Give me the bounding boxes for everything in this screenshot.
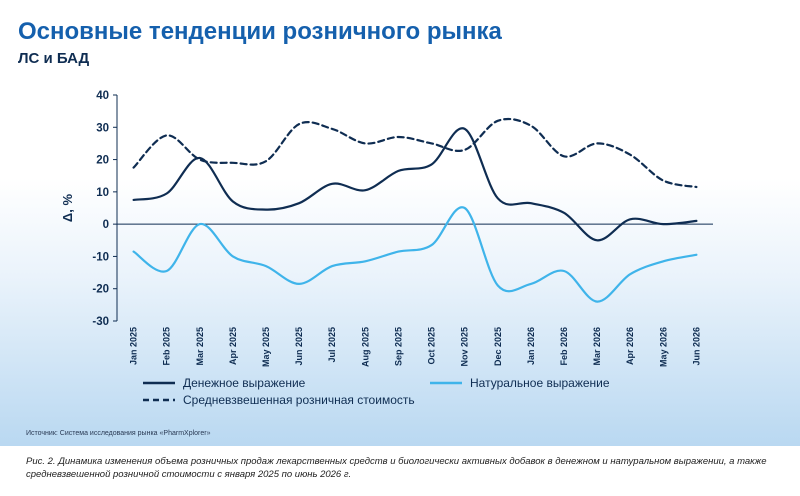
legend-swatch-price xyxy=(143,398,175,402)
x-tick-label: Apr 2026 xyxy=(625,327,635,365)
x-tick-label: Jun 2026 xyxy=(691,327,701,366)
y-tick-label: 10 xyxy=(96,187,109,199)
line-chart: 40 30 20 10 0 -10 -20 -30 Δ, % Jan 2025 Feb 2025 Ma… xyxy=(60,90,713,367)
y-axis-label: Δ, % xyxy=(60,194,75,223)
x-tick-label: Nov 2025 xyxy=(460,327,470,367)
x-tick-label: Jan 2025 xyxy=(129,327,139,365)
x-tick-label: May 2026 xyxy=(658,327,668,367)
x-tick-label: Jan 2026 xyxy=(526,327,536,365)
series-line-money xyxy=(132,127,698,242)
x-tick-label: Jun 2025 xyxy=(294,327,304,366)
series-line-price xyxy=(132,117,698,189)
x-tick-label: Sep 2025 xyxy=(393,327,403,366)
legend-label-natural: Натуральное выражение xyxy=(470,376,610,390)
x-tick-label: Feb 2025 xyxy=(162,327,172,366)
legend-swatch-natural xyxy=(430,381,462,385)
figure-caption: Рис. 2. Динамика изменения объема рознич… xyxy=(26,456,767,480)
legend-item-natural: Натуральное выражение xyxy=(430,376,610,390)
x-tick-label: Oct 2025 xyxy=(427,327,437,365)
x-tick-label: Aug 2025 xyxy=(360,327,370,367)
x-tick-label: Dec 2025 xyxy=(493,327,503,366)
x-tick-label: Jul 2025 xyxy=(327,327,337,363)
x-tick-label: May 2025 xyxy=(261,327,271,367)
y-tick-label: 30 xyxy=(96,122,109,134)
source-note: Источник: Система исследования рынка «Ph… xyxy=(26,430,211,437)
chart-subtitle: ЛС и БАД xyxy=(18,50,90,67)
x-tick-label: Feb 2026 xyxy=(559,327,569,366)
legend-item-money: Денежное выражение xyxy=(143,376,305,390)
legend-swatch-money xyxy=(143,381,175,385)
y-tick-label: -10 xyxy=(92,251,109,263)
y-tick-label: 0 xyxy=(103,219,109,231)
y-tick-label: 40 xyxy=(96,90,109,102)
x-tick-label: Mar 2025 xyxy=(195,327,205,366)
y-tick-label: -30 xyxy=(92,316,109,328)
series-line-natural xyxy=(132,206,698,303)
legend-label-price: Средневзвешенная розничная стоимость xyxy=(183,393,415,407)
chart-title: Основные тенденции розничного рынка xyxy=(18,18,502,45)
legend-item-price: Средневзвешенная розничная стоимость xyxy=(143,393,415,407)
x-tick-label: Apr 2025 xyxy=(228,327,238,365)
legend-label-money: Денежное выражение xyxy=(183,376,306,390)
y-tick-label: 20 xyxy=(96,155,109,167)
y-tick-label: -20 xyxy=(92,284,109,296)
x-tick-label: Mar 2026 xyxy=(592,327,602,366)
